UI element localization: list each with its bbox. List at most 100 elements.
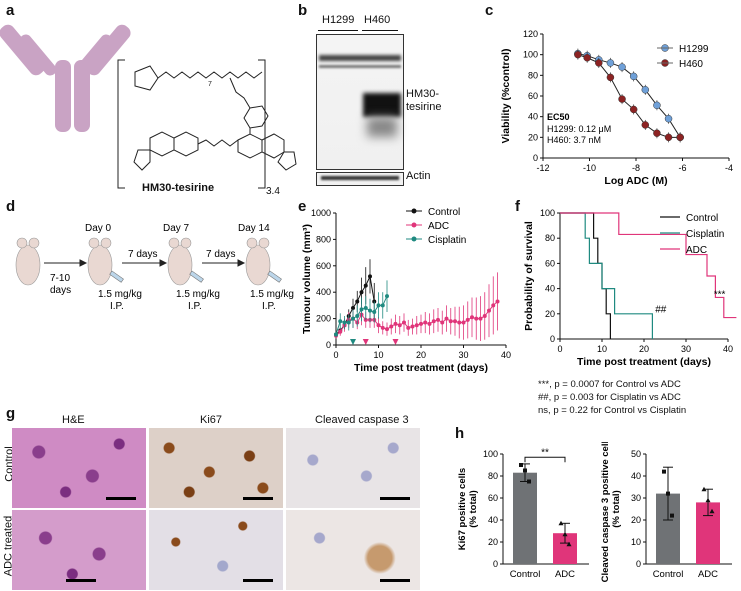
pre-days-line1: 7-10 [50,273,70,284]
data-point-ADC [410,324,415,329]
data-point-ADC [461,320,466,325]
x-tick-label: 40 [723,344,733,354]
hist-col-caspase: Cleaved caspase 3 [315,414,409,426]
hist-caspase-control [286,428,420,508]
stat-line-2: ##, p = 0.003 for Cisplatin vs ADC [538,392,681,403]
legend-marker [411,222,417,228]
panel-d-letter: d [6,198,16,215]
data-point-ADC [440,320,445,325]
data-point [566,541,572,547]
legend-label: H460 [679,59,703,70]
y-axis-label: Ki67 positive cells [457,468,468,550]
data-point-H1299 [629,72,638,81]
blot-smear [367,117,397,137]
data-point-H1299 [618,63,626,71]
legend-marker [411,208,417,214]
panel-b-letter: b [298,2,308,19]
data-point-Cisplatin [385,294,389,299]
y-tick-label: 50 [631,449,641,459]
lane-bar-h1299 [318,30,358,31]
y-axis-label: Tumour volume (mm³) [301,224,313,334]
ec50-title: EC50 [547,112,570,122]
y-tick-label: 400 [316,287,331,297]
data-point-ADC [423,320,428,325]
day-0-label: Day 0 [85,223,112,234]
y-tick-label: 30 [631,493,641,503]
x-tick-label: 20 [416,350,426,360]
y-tick-label: 800 [316,234,331,244]
x-tick-label: ADC [698,569,718,580]
y-tick-label: 20 [545,309,555,319]
data-point-Cisplatin [351,316,355,321]
y-axis-label: Viability (%control) [500,49,512,144]
data-point-Cisplatin [334,332,338,337]
dose-label-3a: 1.5 mg/kg [250,289,294,300]
y-axis-label: (% total) [468,490,479,527]
x-tick-label: 20 [639,344,649,354]
data-point-ADC [444,316,449,321]
x-tick-label: -6 [678,163,686,173]
lane-bar-h460 [362,30,398,31]
data-point-Control [363,283,368,288]
hist-ki67-control [149,428,283,508]
lane-label-h1299: H1299 [322,14,355,26]
x-tick-label: -8 [632,163,640,173]
significance-marker: ** [541,447,549,458]
hist-ki67-adc [149,510,283,590]
y-tick-label: 200 [316,314,331,324]
interval-label-2: 7 days [206,249,235,260]
data-point-H460 [583,54,591,62]
x-tick-label: -4 [725,163,733,173]
legend-label: H1299 [679,44,709,55]
blot-band-main [363,93,401,117]
data-point [666,491,670,496]
hist-he-control [12,428,146,508]
x-axis-label: Time post treatment (days) [577,356,711,368]
y-tick-label: 1000 [311,208,331,218]
caspase-bar-chart: 0 10 20 30 40 50 Cleaved caspase 3 positive ce… [600,442,732,582]
data-point-H460 [629,105,638,114]
y-tick-label: 0 [493,559,498,569]
x-axis-label: Log ADC (M) [604,175,667,187]
data-point-Cisplatin [372,310,377,314]
data-point-ADC [419,321,423,326]
data-point-ADC [406,325,411,330]
hist-col-he: H&E [62,414,85,426]
data-point-ADC [491,303,496,308]
y-axis-label: Probability of survival [523,221,535,331]
scale-bar [243,497,273,500]
scale-bar [66,579,96,582]
data-point [709,508,715,514]
mouse-icon-3 [245,237,271,286]
y-tick-label: 100 [483,449,498,459]
data-point-ADC [465,317,470,322]
data-point-ADC [376,323,381,328]
peg-subscript: 7 [208,81,212,88]
significance-marker: ## [655,305,667,316]
adc-structure-diagram: 7 HM30-tesirine 3.4 [0,24,297,197]
dose-response-chart: -12 -10 -8 -6 -4 0 20 40 60 80 100 120 Log ADC (M) Vi… [500,29,733,187]
data-point-Cisplatin [355,313,360,318]
dose-label-3b: I.P. [262,301,276,312]
panel-a-letter: a [6,2,15,19]
data-point-ADC [338,329,343,334]
data-point-Cisplatin [342,320,347,325]
lane-label-h460: H460 [364,14,391,26]
y-tick-label: 40 [488,515,498,525]
chemical-structure [117,59,297,189]
x-tick-label: 10 [373,350,383,360]
compound-label: HM30-tesirine [142,182,214,194]
data-point [562,531,568,537]
data-point [705,497,711,503]
y-tick-label: 80 [545,233,555,243]
data-point-ADC [414,323,419,328]
data-point [662,469,666,474]
dar-label: 3.4 [266,186,280,197]
y-tick-label: 0 [326,340,331,350]
data-point-H460 [676,133,684,142]
y-tick-label: 10 [631,537,641,547]
dosing-schematic: 7-10 days Day 0 Day 7 Day 14 7 days 7 da… [15,223,294,312]
survival-curve-Cisplatin [560,212,653,339]
day-7-label: Day 7 [163,223,190,234]
